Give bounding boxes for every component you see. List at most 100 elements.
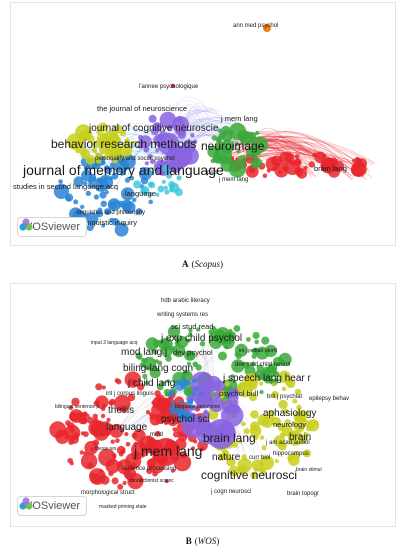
node [176, 175, 182, 181]
node [92, 140, 99, 148]
node [302, 449, 312, 458]
node-label: brain topogr [287, 491, 319, 497]
node-label: personality and social psychol [95, 156, 175, 162]
node [308, 161, 315, 168]
node [93, 194, 99, 200]
node-label: aphasiology [263, 408, 316, 419]
node [170, 468, 175, 473]
node [185, 400, 193, 408]
node [96, 400, 101, 404]
node [259, 455, 274, 471]
node-label: psychol sci [161, 414, 210, 425]
node [49, 421, 67, 439]
node [333, 158, 338, 164]
node [177, 407, 188, 418]
node-label: neuroimage [201, 139, 265, 153]
node [322, 153, 327, 159]
node [196, 327, 201, 332]
node [194, 386, 199, 391]
nodes-layer [53, 24, 368, 237]
node [230, 374, 235, 379]
node [148, 181, 156, 189]
node [192, 361, 199, 368]
node [67, 422, 75, 431]
link [190, 117, 254, 137]
node-label: dev psychol [173, 348, 213, 357]
node [292, 398, 298, 404]
node [251, 353, 257, 359]
node [268, 410, 275, 417]
node [119, 405, 127, 413]
node-label: language [125, 189, 156, 198]
node [237, 458, 252, 473]
node [138, 477, 144, 483]
node [251, 136, 269, 153]
node-label: brit j psychiat [267, 394, 302, 400]
network-map-b-canvas[interactable]: hdb arabic literacy writing systems res sc… [11, 284, 395, 526]
node [184, 350, 195, 361]
node [156, 383, 164, 391]
node [199, 341, 206, 347]
node [139, 362, 145, 368]
node [265, 365, 277, 378]
node-label: brain stimul [296, 467, 322, 473]
node [184, 379, 191, 386]
node-label: writing systems res [156, 312, 208, 318]
node [104, 190, 109, 195]
node [111, 218, 120, 226]
node-label: connectionist scienc [129, 478, 174, 484]
node [83, 451, 88, 456]
node-label: linguistics and philosophy [77, 210, 145, 216]
link [125, 148, 155, 183]
node [258, 381, 264, 386]
node [139, 167, 152, 181]
node [222, 399, 235, 413]
node [111, 477, 119, 485]
node [124, 432, 129, 437]
node-label: language [106, 422, 148, 433]
node-label: journal of cognitive neuroscie [88, 123, 219, 134]
node [155, 148, 160, 153]
node [92, 413, 99, 419]
vosviewer-logo-text: VOSviewer [25, 221, 81, 233]
node [281, 386, 287, 392]
node [120, 153, 136, 170]
node [270, 415, 275, 421]
node [148, 199, 153, 205]
node [188, 328, 193, 333]
node-label: mind [150, 432, 163, 438]
node [211, 135, 218, 141]
node [294, 451, 299, 456]
node [164, 189, 170, 195]
node-label: input 2 language acq [91, 340, 138, 346]
node [250, 471, 258, 480]
node [278, 370, 291, 383]
node [100, 475, 110, 485]
node [236, 149, 241, 154]
node-label: plos [207, 170, 218, 176]
network-map-panel-a[interactable]: ann med psychol l'annee psychologique the … [10, 2, 396, 246]
node [224, 381, 231, 387]
node [95, 383, 103, 391]
vosviewer-logo-text: VOSviewer [25, 500, 81, 512]
nodes-layer [49, 325, 320, 490]
link [124, 146, 154, 187]
node [175, 116, 183, 123]
node [133, 141, 138, 145]
node [104, 208, 112, 216]
node [176, 336, 189, 348]
node-label: j speech lang hear r [222, 373, 312, 384]
node [229, 130, 235, 135]
node [168, 181, 176, 188]
caption-b-letter: B [185, 536, 192, 546]
link [230, 146, 312, 176]
vosviewer-logo-icon [19, 497, 33, 510]
node [121, 199, 133, 211]
node [66, 133, 84, 151]
network-map-a-canvas[interactable]: ann med psychol l'annee psychologique the … [11, 3, 395, 245]
node [85, 212, 99, 226]
network-map-panel-b[interactable]: hdb arabic literacy writing systems res sc… [10, 283, 396, 527]
node [161, 179, 166, 184]
caption-a-source: Scopus [194, 259, 221, 269]
node [252, 434, 259, 441]
